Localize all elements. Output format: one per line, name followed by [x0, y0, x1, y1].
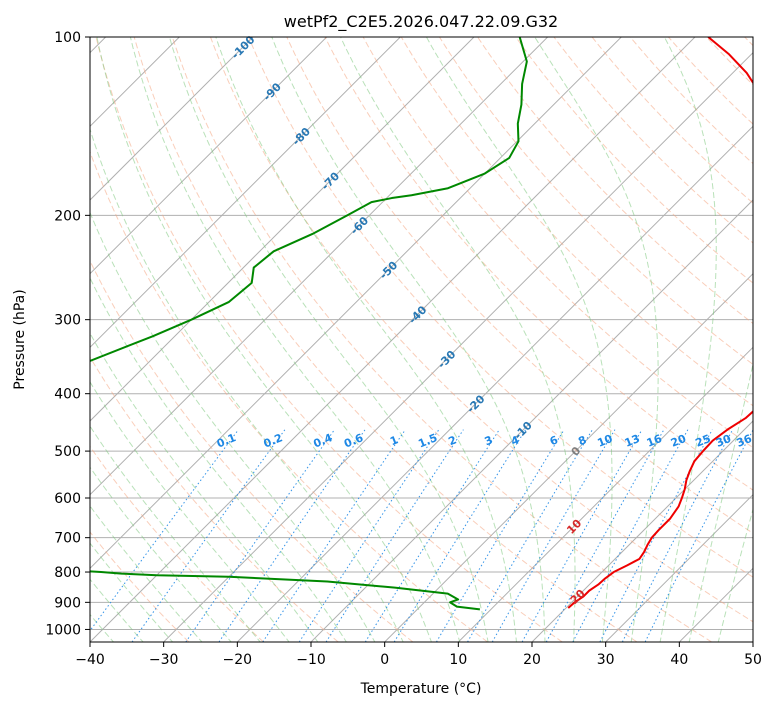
x-tick-label: −20 [223, 652, 253, 668]
y-tick-label: 700 [54, 531, 81, 547]
x-tick-label: −10 [296, 652, 326, 668]
x-tick-label: 40 [670, 652, 688, 668]
y-tick-label: 200 [54, 208, 81, 224]
y-tick-label: 600 [54, 491, 81, 507]
x-tick-label: 10 [449, 652, 467, 668]
isotherm-line [753, 0, 775, 642]
x-axis-label: Temperature (°C) [360, 681, 482, 697]
x-tick-label: −30 [149, 652, 179, 668]
y-tick-label: 1000 [45, 622, 81, 638]
y-axis-label: Pressure (hPa) [12, 289, 28, 389]
y-tick-label: 400 [54, 387, 81, 403]
y-tick-label: 100 [54, 30, 81, 46]
x-tick-label: 30 [597, 652, 615, 668]
x-tick-label: −40 [75, 652, 105, 668]
y-tick-label: 800 [54, 565, 81, 581]
x-tick-label: 20 [523, 652, 541, 668]
x-tick-label: 0 [380, 652, 389, 668]
plot-background [90, 37, 753, 642]
chart-title: wetPf2_C2E5.2026.047.22.09.G32 [284, 12, 558, 32]
x-tick-label: 50 [744, 652, 762, 668]
y-tick-label: 300 [54, 313, 81, 329]
y-tick-label: 500 [54, 444, 81, 460]
y-tick-label: 900 [54, 595, 81, 611]
